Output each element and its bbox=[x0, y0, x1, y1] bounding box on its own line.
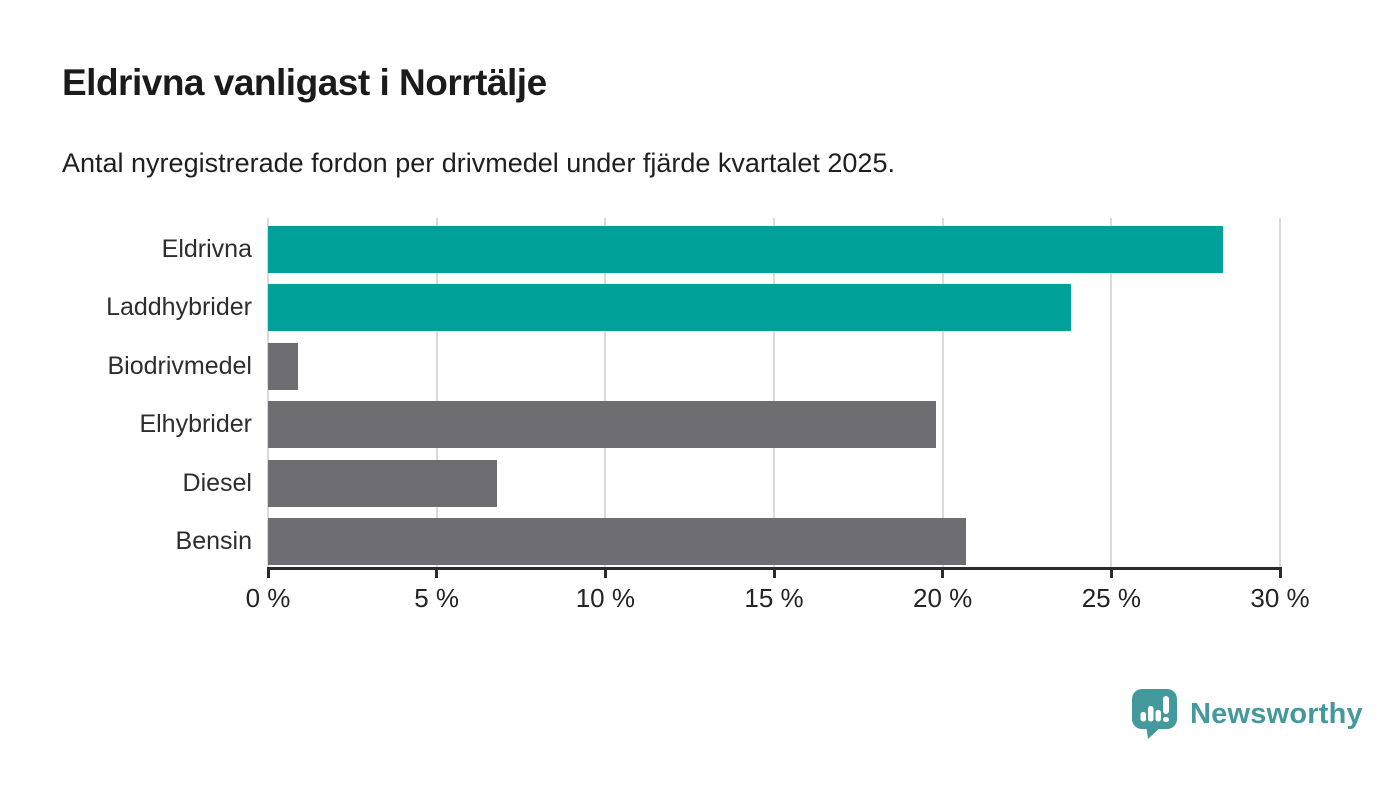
gridline bbox=[604, 218, 607, 568]
newsworthy-logo: Newsworthy bbox=[1131, 688, 1363, 740]
x-axis-tick bbox=[603, 567, 607, 578]
x-axis-tick-label: 30 % bbox=[1250, 583, 1310, 613]
newsworthy-logo-icon bbox=[1132, 689, 1177, 739]
bar-elhybrider bbox=[268, 401, 936, 449]
bar-diesel bbox=[268, 459, 498, 507]
bar-eldrivna bbox=[268, 226, 1223, 273]
gridline bbox=[941, 218, 944, 568]
x-axis-tick-label: 0 % bbox=[245, 583, 291, 613]
x-axis-tick bbox=[1278, 567, 1282, 578]
category-label: Bensin bbox=[175, 527, 252, 555]
category-label: Eldrivna bbox=[161, 235, 252, 263]
category-label: Diesel bbox=[182, 468, 252, 497]
chart-subtitle: Antal nyregistrerade fordon per drivmede… bbox=[62, 148, 895, 178]
gridline bbox=[773, 218, 775, 568]
bar-bensin bbox=[268, 518, 967, 565]
x-axis-tick bbox=[435, 567, 439, 578]
x-axis-tick-label: 20 % bbox=[913, 583, 973, 613]
category-label: Biodrivmedel bbox=[107, 351, 252, 380]
chart-title: Eldrivna vanligast i Norrtälje bbox=[62, 62, 547, 103]
x-axis-tick bbox=[266, 567, 270, 578]
gridline bbox=[267, 218, 269, 568]
x-axis-tick-label: 10 % bbox=[575, 583, 635, 613]
category-label: Elhybrider bbox=[139, 410, 252, 439]
bar-laddhybrider bbox=[268, 284, 1071, 332]
x-axis-tick-label: 5 % bbox=[414, 583, 460, 613]
gridline bbox=[435, 218, 438, 568]
x-axis-tick-label: 25 % bbox=[1081, 583, 1141, 613]
x-axis-tick bbox=[772, 567, 776, 578]
bar-biodrivmedel bbox=[268, 342, 299, 390]
x-axis-tick bbox=[1109, 567, 1113, 578]
newsworthy-logo-text: Newsworthy bbox=[1190, 697, 1363, 730]
gridline bbox=[1279, 218, 1281, 568]
x-axis-tick-label: 15 % bbox=[744, 583, 804, 613]
x-axis-tick bbox=[941, 567, 945, 578]
category-label: Laddhybrider bbox=[106, 293, 252, 322]
gridline bbox=[1110, 218, 1113, 568]
